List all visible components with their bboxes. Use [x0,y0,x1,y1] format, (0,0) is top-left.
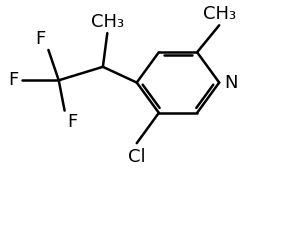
Text: CH₃: CH₃ [91,13,124,31]
Text: N: N [224,74,238,92]
Text: F: F [9,71,19,89]
Text: CH₃: CH₃ [202,5,236,23]
Text: F: F [68,113,78,131]
Text: F: F [35,30,46,48]
Text: Cl: Cl [128,148,146,166]
